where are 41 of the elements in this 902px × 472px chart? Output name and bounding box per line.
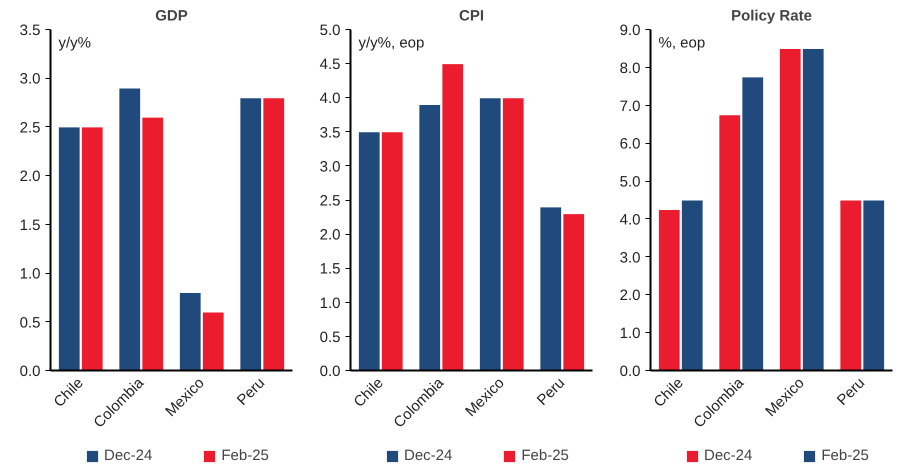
y-tick-label: 2.5 xyxy=(20,119,41,136)
legend-label: Feb-25 xyxy=(521,447,569,464)
y-axis-title: y/y%, eop xyxy=(358,34,424,52)
y-tick-label: 1.0 xyxy=(320,294,341,312)
y-tick-label: 4.5 xyxy=(320,56,341,74)
y-tick-label: 1.0 xyxy=(620,325,641,342)
y-tick-label: 3.5 xyxy=(20,22,41,39)
y-tick-label: 0.0 xyxy=(620,363,641,380)
y-tick-label: 2.0 xyxy=(620,287,641,304)
y-tick-label: 0.5 xyxy=(320,328,341,346)
y-tick-label: 5.0 xyxy=(320,22,341,39)
y-tick-label: 3.0 xyxy=(20,70,41,88)
y-tick-label: 3.0 xyxy=(320,158,341,176)
y-tick-label: 9.0 xyxy=(620,22,641,39)
y-tick-label: 3.5 xyxy=(320,124,341,142)
legend-label: Feb-25 xyxy=(221,447,269,464)
y-tick-label: 2.5 xyxy=(320,192,341,210)
y-tick-label: 2.0 xyxy=(320,226,341,244)
y-tick-label: 0.0 xyxy=(320,363,341,380)
y-tick-label: 0.5 xyxy=(20,314,41,332)
y-tick-label: 0.0 xyxy=(20,363,41,380)
y-tick-label: 1.5 xyxy=(320,260,341,278)
chart-title: Policy Rate xyxy=(731,8,812,24)
legend-label: Dec-24 xyxy=(104,447,152,464)
y-tick-label: 1.0 xyxy=(20,266,41,283)
y-tick-label: 2.0 xyxy=(20,168,41,186)
chart-title: CPI xyxy=(459,8,484,24)
y-axis-title: y/y% xyxy=(58,34,92,52)
y-tick-label: 4.0 xyxy=(320,90,341,108)
y-tick-label: 7.0 xyxy=(620,98,641,115)
y-tick-label: 5.0 xyxy=(620,174,641,191)
legend-label: Dec-24 xyxy=(704,447,752,464)
legend-label: Dec-24 xyxy=(404,447,452,464)
y-tick-label: 6.0 xyxy=(620,136,641,153)
y-axis-title: %, eop xyxy=(658,34,706,52)
legend-label: Feb-25 xyxy=(821,447,869,464)
chart-title: GDP xyxy=(155,8,188,24)
y-tick-label: 3.0 xyxy=(620,249,641,266)
y-tick-label: 4.0 xyxy=(620,211,641,228)
y-tick-label: 8.0 xyxy=(620,60,641,77)
y-tick-label: 1.5 xyxy=(20,216,41,234)
